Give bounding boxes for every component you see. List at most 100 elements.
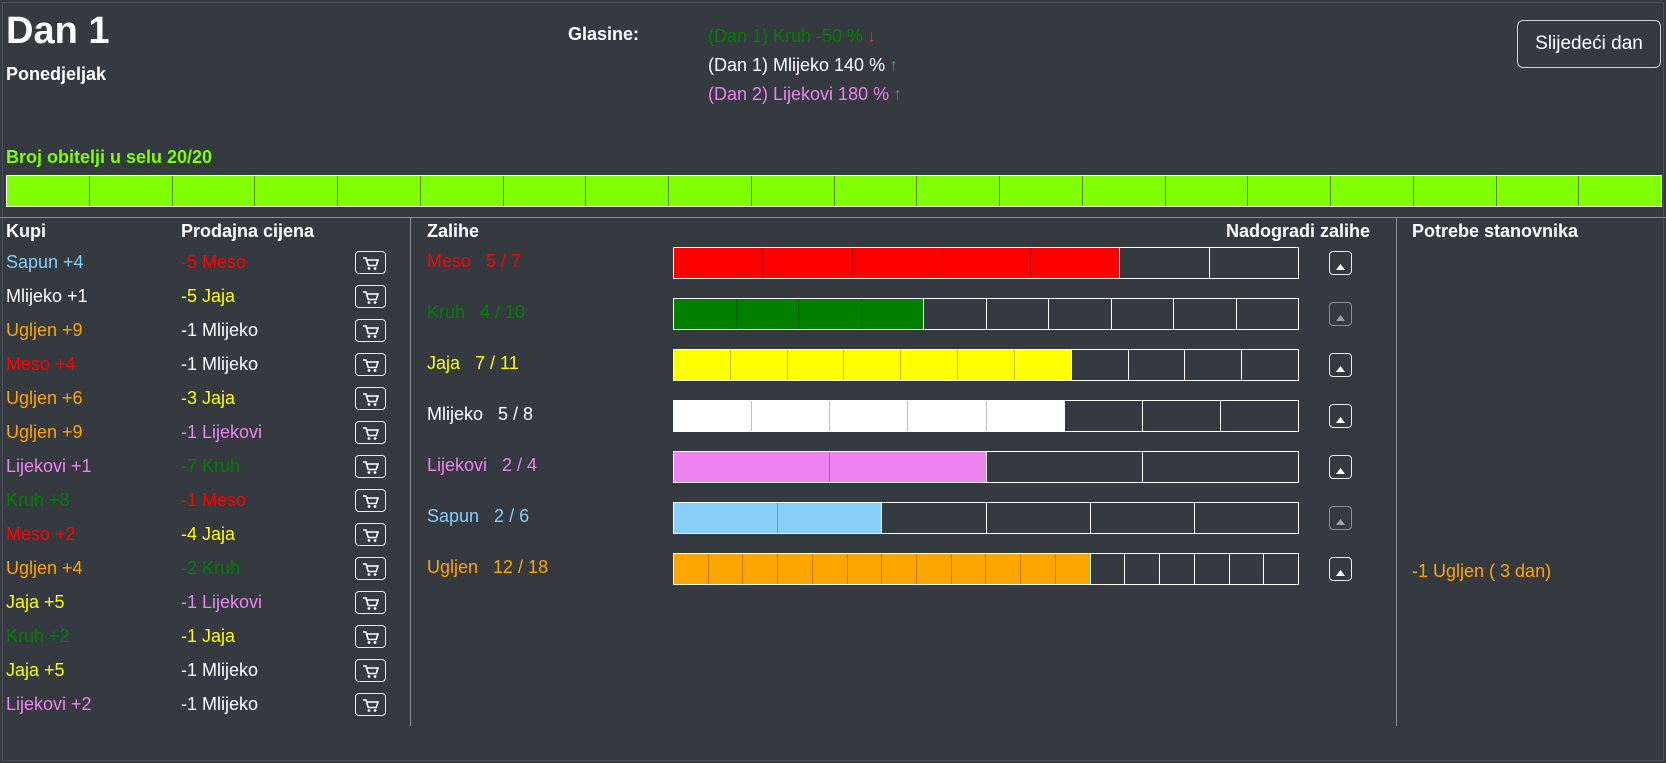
market-row: Kruh +2 -1 Jaja xyxy=(6,622,386,656)
stock-cell xyxy=(1055,554,1091,584)
stock-cell xyxy=(1230,554,1265,584)
stock-cell xyxy=(674,248,764,278)
stock-cell xyxy=(861,299,924,329)
upgrade-stock-button[interactable] xyxy=(1329,251,1352,275)
families-progress-bar xyxy=(6,175,1662,207)
stock-cell xyxy=(812,554,848,584)
families-segment xyxy=(1413,176,1497,206)
caret-up-icon xyxy=(1330,416,1351,423)
stock-cell xyxy=(987,452,1143,482)
buy-button[interactable] xyxy=(355,319,386,342)
cart-icon xyxy=(356,563,385,577)
upgrade-stock-button[interactable] xyxy=(1329,455,1352,479)
buy-button[interactable] xyxy=(355,523,386,546)
stock-cell xyxy=(674,299,737,329)
day-name: Ponedjeljak xyxy=(6,64,107,84)
sell-price: -5 Meso xyxy=(181,252,247,272)
buy-button[interactable] xyxy=(355,455,386,478)
buy-button[interactable] xyxy=(355,557,386,580)
families-segment xyxy=(1496,176,1580,206)
cart-icon xyxy=(356,665,385,679)
buy-button[interactable] xyxy=(355,387,386,410)
stock-cell xyxy=(908,401,987,431)
buy-item: Jaja +5 xyxy=(6,660,65,680)
stock-cell xyxy=(1195,503,1298,533)
stock-cell xyxy=(1014,350,1072,380)
stock-cell xyxy=(901,350,959,380)
sell-price-header: Prodajna cijena xyxy=(181,221,315,241)
stock-cell xyxy=(987,503,1091,533)
caret-up-icon xyxy=(1330,314,1351,321)
market-row: Meso +4 -1 Mlijeko xyxy=(6,350,386,384)
stock-label: Jaja 7 / 11 xyxy=(427,353,519,373)
stock-cell xyxy=(924,299,987,329)
stock-cell xyxy=(847,554,883,584)
families-segment xyxy=(420,176,504,206)
buy-button[interactable] xyxy=(355,591,386,614)
buy-item: Mlijeko +1 xyxy=(6,286,88,306)
families-segment xyxy=(89,176,173,206)
stock-label: Kruh 4 / 10 xyxy=(427,302,526,322)
stock-label: Mlijeko 5 / 8 xyxy=(427,404,534,424)
sell-price: -1 Mlijeko xyxy=(181,694,259,714)
families-segment xyxy=(751,176,835,206)
stock-label: Sapun 2 / 6 xyxy=(427,506,530,526)
cart-icon xyxy=(356,393,385,407)
resident-needs-header: Potrebe stanovnika xyxy=(1412,221,1579,241)
families-segment xyxy=(255,176,338,206)
next-day-button[interactable]: Slijedeći dan xyxy=(1517,20,1661,68)
buy-button[interactable] xyxy=(355,421,386,444)
buy-button[interactable] xyxy=(355,659,386,682)
buy-button[interactable] xyxy=(355,625,386,648)
buy-button[interactable] xyxy=(355,489,386,512)
stock-row: Mlijeko 5 / 8 xyxy=(427,400,1387,432)
buy-button[interactable] xyxy=(355,693,386,716)
rumor-text: (Dan 2) Lijekovi 180 % xyxy=(708,84,890,104)
buy-button[interactable] xyxy=(355,251,386,274)
stock-cell xyxy=(778,554,813,584)
upgrade-stock-button[interactable] xyxy=(1329,506,1352,530)
upgrade-stock-button[interactable] xyxy=(1329,404,1352,428)
stock-capacity-bar xyxy=(673,451,1299,483)
stock-cell xyxy=(830,401,909,431)
families-segment xyxy=(1082,176,1166,206)
families-segment xyxy=(7,176,90,206)
stock-cell xyxy=(674,554,709,584)
stock-cell xyxy=(1129,350,1186,380)
stock-cell xyxy=(743,554,779,584)
stock-cell xyxy=(986,401,1065,431)
caret-up-icon xyxy=(1330,263,1351,270)
rumor-text: (Dan 1) Mlijeko 140 % xyxy=(708,55,886,75)
caret-up-icon xyxy=(1330,518,1351,525)
market-row: Sapun +4 -5 Meso xyxy=(6,248,386,282)
buy-button[interactable] xyxy=(355,353,386,376)
buy-button[interactable] xyxy=(355,285,386,308)
stock-cell xyxy=(1221,401,1298,431)
stock-cell xyxy=(1195,554,1230,584)
stock-cell xyxy=(986,554,1022,584)
stock-cell xyxy=(882,554,918,584)
sell-price: -1 Mlijeko xyxy=(181,660,259,680)
upgrade-stock-button[interactable] xyxy=(1329,353,1352,377)
stock-cell xyxy=(1264,554,1298,584)
stock-cell xyxy=(1065,401,1143,431)
market-row: Ugljen +6 -3 Jaja xyxy=(6,384,386,418)
stock-label: Ugljen 12 / 18 xyxy=(427,557,549,577)
buy-item: Lijekovi +2 xyxy=(6,694,92,714)
stock-cell xyxy=(799,299,862,329)
stock-cell xyxy=(852,248,942,278)
upgrade-stock-button[interactable] xyxy=(1329,302,1352,326)
stock-cell xyxy=(1210,248,1298,278)
sell-price: -1 Mlijeko xyxy=(181,354,259,374)
stock-cell xyxy=(674,503,779,533)
upgrade-stock-button[interactable] xyxy=(1329,557,1352,581)
buy-item: Sapun +4 xyxy=(6,252,84,272)
stock-cell xyxy=(752,401,831,431)
stock-cell xyxy=(951,554,987,584)
cart-icon xyxy=(356,597,385,611)
stock-cell xyxy=(1174,299,1237,329)
families-segment xyxy=(834,176,918,206)
stock-capacity-bar xyxy=(673,247,1299,279)
need-item: -1 Ugljen ( 3 dan) xyxy=(1412,561,1552,581)
